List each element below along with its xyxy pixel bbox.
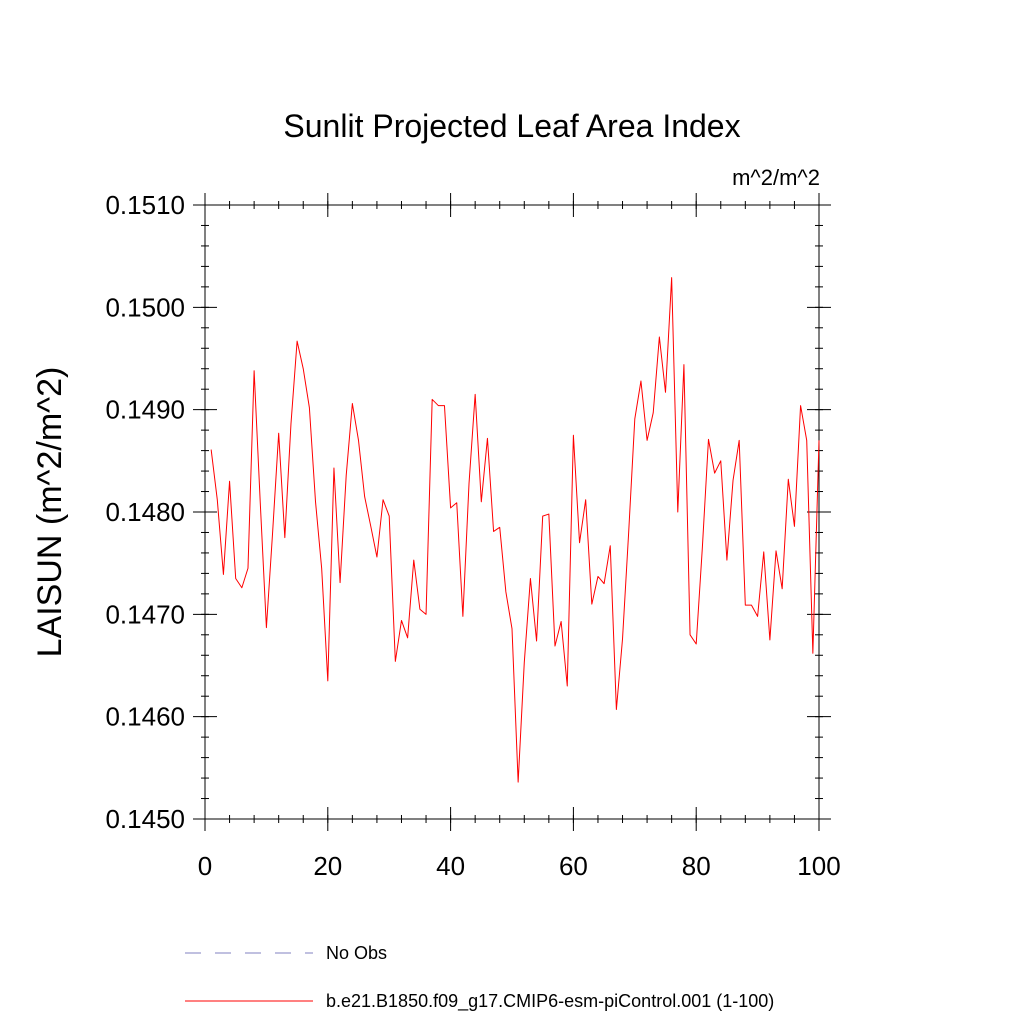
x-tick-label: 0 [198, 851, 212, 881]
series-line [210, 277, 820, 783]
legend-label-model: b.e21.B1850.f09_g17.CMIP6-esm-piControl.… [326, 991, 774, 1012]
y-tick-label: 0.1470 [105, 599, 185, 629]
series-layer [210, 277, 820, 783]
y-axis: 0.1450 0.1460 0.1470 0.1480 0.1490 0.1500 0.15… [105, 190, 831, 834]
x-tick-label: 20 [313, 851, 342, 881]
y-tick-label: 0.1500 [105, 292, 185, 322]
x-tick-label: 60 [559, 851, 588, 881]
y-tick-label: 0.1490 [105, 395, 185, 425]
y-tick-label: 0.1480 [105, 497, 185, 527]
x-tick-label: 100 [797, 851, 840, 881]
units-label: m^2/m^2 [732, 165, 820, 190]
legend-label-no-obs: No Obs [326, 943, 387, 963]
x-axis: 0 20 40 60 80 100 [198, 193, 841, 881]
plot-frame [204, 204, 820, 820]
y-tick-label: 0.1510 [105, 190, 185, 220]
x-tick-label: 40 [436, 851, 465, 881]
y-axis-label: LAISUN (m^2/m^2) [31, 367, 69, 658]
y-tick-label: 0.1450 [105, 804, 185, 834]
y-tick-label: 0.1460 [105, 702, 185, 732]
chart-title: Sunlit Projected Leaf Area Index [283, 108, 740, 144]
legend: No Obs b.e21.B1850.f09_g17.CMIP6-esm-piC… [185, 943, 774, 1012]
x-tick-label: 80 [682, 851, 711, 881]
